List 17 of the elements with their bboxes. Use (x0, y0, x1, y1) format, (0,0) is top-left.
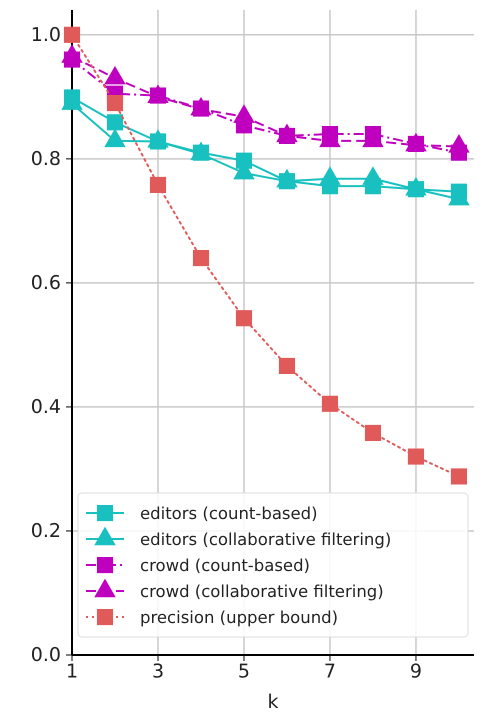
y-tick-label: 1.0 (30, 24, 61, 46)
x-tick-label: 3 (152, 660, 164, 682)
y-tick-label: 0.2 (30, 520, 61, 542)
legend-label: precision (upper bound) (140, 608, 338, 627)
y-tick-label: 0.4 (30, 396, 61, 418)
x-tick-label: 9 (410, 660, 422, 682)
legend-label: crowd (collaborative filtering) (140, 582, 384, 601)
y-tick-label: 0.6 (30, 272, 61, 294)
legend-label: editors (collaborative filtering) (140, 530, 392, 549)
x-tick-label: 7 (324, 660, 336, 682)
y-tick-label: 0.8 (30, 148, 61, 170)
x-axis-title: k (267, 691, 279, 713)
y-tick-label: 0.0 (30, 644, 61, 666)
x-tick-label: 1 (66, 660, 78, 682)
legend-label: editors (count-based) (140, 504, 318, 523)
legend-label: crowd (count-based) (140, 556, 310, 575)
x-tick-label: 5 (238, 660, 250, 682)
